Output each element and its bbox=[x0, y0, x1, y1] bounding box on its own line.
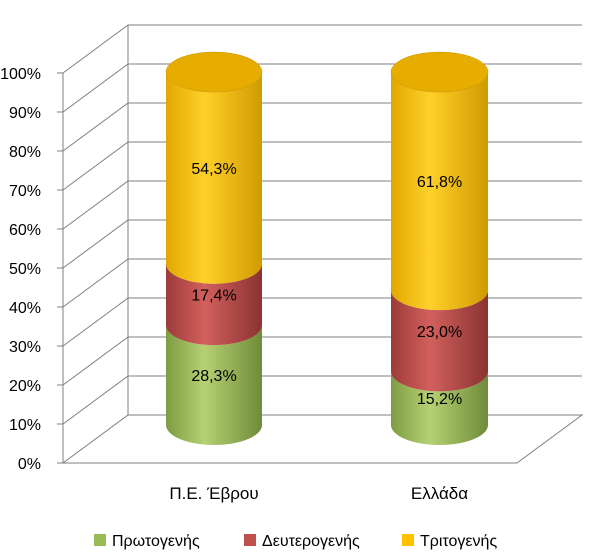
bar-top bbox=[390, 51, 489, 93]
bar-segment bbox=[166, 263, 262, 346]
gridline-diag bbox=[62, 180, 129, 230]
legend-label: Δευτερογενής bbox=[262, 533, 360, 550]
y-tick-label: 0% bbox=[18, 456, 41, 473]
bar-segment bbox=[166, 325, 262, 445]
data-labels: 28,3% 17,4% 54,3% 15,2% 23,0% 61,8% bbox=[191, 161, 462, 408]
gridline-diag bbox=[62, 297, 129, 347]
bar-segment bbox=[391, 72, 488, 311]
data-label: 23,0% bbox=[417, 324, 462, 341]
gridline-diag bbox=[62, 141, 129, 191]
x-tick-label: Ελλάδα bbox=[411, 484, 468, 503]
gridline-diag bbox=[62, 375, 129, 425]
y-tick-label: 20% bbox=[9, 378, 41, 395]
gridline-diag bbox=[62, 63, 129, 113]
bar-segment bbox=[391, 371, 488, 445]
bar-segment bbox=[391, 290, 488, 392]
y-tick-label: 40% bbox=[9, 300, 41, 317]
legend-label: Τριτογενής bbox=[420, 533, 497, 550]
y-tick-label: 80% bbox=[9, 144, 41, 161]
data-label: 54,3% bbox=[191, 161, 236, 178]
legend: Πρωτογενής Δευτερογενής Τριτογενής bbox=[94, 533, 497, 550]
legend-swatch bbox=[402, 534, 414, 546]
legend-swatch bbox=[94, 534, 106, 546]
y-tick-label: 10% bbox=[9, 417, 41, 434]
y-tick-label: 30% bbox=[9, 339, 41, 356]
gridline-diag bbox=[62, 219, 129, 269]
y-tick-label: 90% bbox=[9, 105, 41, 122]
data-label: 15,2% bbox=[417, 391, 462, 408]
bars bbox=[165, 51, 489, 445]
x-axis: Π.Ε. Έβρου Ελλάδα bbox=[169, 484, 468, 503]
y-axis: 0% 10% 20% 30% 40% 50% 60% 70% 80% 90% 100% bbox=[0, 66, 64, 473]
data-label: 17,4% bbox=[191, 287, 236, 304]
legend-swatch bbox=[244, 534, 256, 546]
legend-label: Πρωτογενής bbox=[112, 533, 200, 550]
bar-top bbox=[165, 51, 263, 93]
y-tick-label: 70% bbox=[9, 183, 41, 200]
gridline-diag bbox=[62, 24, 129, 74]
gridline-diag bbox=[62, 102, 129, 152]
data-label: 28,3% bbox=[191, 368, 236, 385]
y-tick-label: 50% bbox=[9, 261, 41, 278]
y-tick-label: 60% bbox=[9, 222, 41, 239]
gridline-diag bbox=[62, 336, 129, 386]
gridline-diag bbox=[62, 258, 129, 308]
x-tick-label: Π.Ε. Έβρου bbox=[169, 484, 258, 503]
gridlines bbox=[61, 24, 584, 464]
data-label: 61,8% bbox=[417, 174, 462, 191]
y-tick-label: 100% bbox=[0, 66, 41, 83]
bar-segment bbox=[166, 72, 262, 284]
floor bbox=[61, 414, 584, 464]
